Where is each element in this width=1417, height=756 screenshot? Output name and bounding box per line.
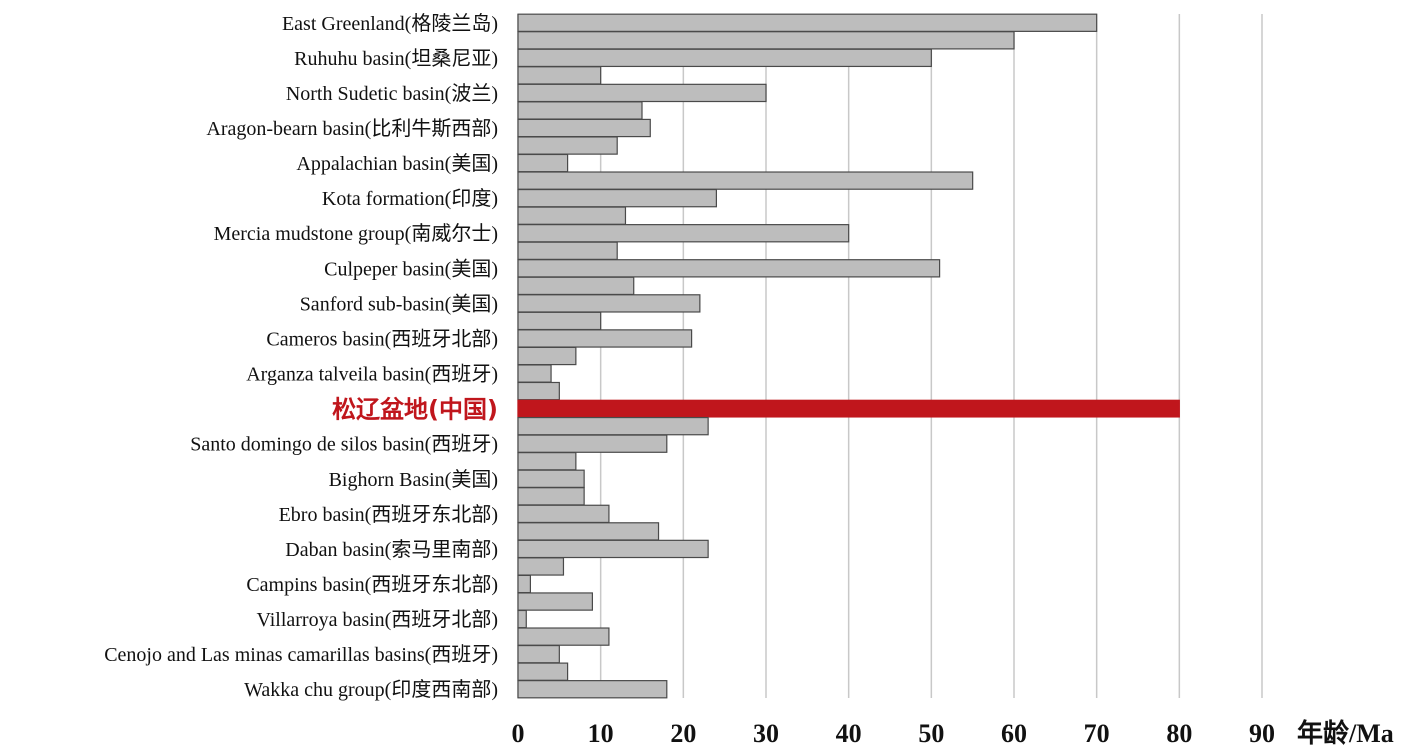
category-label: Cameros basin(西班牙北部) bbox=[266, 327, 498, 350]
category-label-highlight: 松辽盆地(中国) bbox=[332, 396, 498, 424]
x-tick-label: 40 bbox=[836, 719, 862, 748]
bar bbox=[517, 83, 767, 103]
x-tick-label: 60 bbox=[1001, 719, 1027, 748]
bar bbox=[517, 101, 643, 120]
x-tick-label: 80 bbox=[1166, 719, 1192, 748]
bar bbox=[517, 276, 635, 296]
category-label: Cenojo and Las minas camarillas basins(西… bbox=[104, 643, 498, 666]
bar bbox=[517, 522, 660, 541]
bar bbox=[517, 259, 941, 278]
category-label: Ruhuhu basin(坦桑尼亚) bbox=[294, 47, 498, 70]
category-label: Bighorn Basin(美国) bbox=[329, 468, 498, 491]
bar bbox=[517, 136, 618, 155]
bar bbox=[517, 224, 850, 243]
bar bbox=[517, 241, 618, 260]
x-tick-label: 10 bbox=[588, 719, 614, 748]
bar bbox=[517, 381, 560, 401]
bar-highlight bbox=[517, 399, 1180, 418]
category-label: Santo domingo de silos basin(西班牙) bbox=[190, 433, 498, 456]
bar bbox=[517, 504, 610, 524]
category-label: East Greenland(格陵兰岛) bbox=[282, 12, 498, 35]
bar bbox=[517, 188, 717, 208]
category-label: Kota formation(印度) bbox=[322, 187, 498, 210]
category-label: Wakka chu group(印度西南部) bbox=[244, 678, 498, 701]
bar bbox=[517, 434, 668, 453]
bar bbox=[517, 294, 701, 313]
x-tick-label: 50 bbox=[918, 719, 944, 748]
bar bbox=[517, 311, 602, 331]
bar bbox=[517, 66, 602, 85]
bar bbox=[517, 346, 577, 366]
category-label: Villarroya basin(西班牙北部) bbox=[256, 608, 498, 631]
category-label: Culpeper basin(美国) bbox=[324, 257, 498, 280]
bar bbox=[517, 329, 693, 348]
bar bbox=[517, 592, 594, 611]
bar bbox=[517, 539, 709, 559]
category-label: Appalachian basin(美国) bbox=[296, 152, 498, 175]
x-tick-label: 90 bbox=[1249, 719, 1275, 748]
category-label: Daban basin(索马里南部) bbox=[285, 538, 498, 561]
category-label: Arganza talveila basin(西班牙) bbox=[246, 363, 498, 386]
category-label: Mercia mudstone group(南威尔士) bbox=[214, 222, 498, 245]
bar bbox=[517, 171, 974, 190]
bar bbox=[517, 644, 560, 664]
bar bbox=[517, 609, 527, 629]
bar bbox=[517, 364, 552, 383]
x-tick-label: 30 bbox=[753, 719, 779, 748]
bar bbox=[517, 662, 569, 681]
category-label: Ebro basin(西班牙东北部) bbox=[279, 503, 498, 526]
bar bbox=[517, 452, 577, 471]
bar bbox=[517, 487, 585, 506]
category-label: Aragon-bearn basin(比利牛斯西部) bbox=[206, 117, 498, 140]
x-axis-title: 年龄/Ma bbox=[1297, 718, 1394, 748]
bar bbox=[517, 469, 585, 488]
bar bbox=[517, 31, 1015, 50]
bar bbox=[517, 416, 709, 436]
bar bbox=[517, 153, 569, 173]
category-labels: East Greenland(格陵兰岛) Ruhuhu basin(坦桑尼亚) No… bbox=[104, 12, 498, 701]
category-label: North Sudetic basin(波兰) bbox=[286, 82, 498, 105]
bar bbox=[517, 557, 565, 576]
bar bbox=[517, 13, 1098, 32]
x-tick-label: 0 bbox=[512, 719, 525, 748]
x-tick-label: 70 bbox=[1084, 719, 1110, 748]
bar bbox=[517, 574, 531, 594]
bar bbox=[517, 627, 610, 646]
bar bbox=[517, 206, 627, 225]
x-tick-label: 20 bbox=[670, 719, 696, 748]
bars bbox=[517, 13, 1180, 699]
bar bbox=[517, 118, 651, 138]
x-tick-labels: 0 10 20 30 40 50 60 70 80 90 bbox=[512, 719, 1276, 748]
category-label: Campins basin(西班牙东北部) bbox=[246, 573, 498, 596]
category-label: Sanford sub-basin(美国) bbox=[300, 292, 498, 315]
bar bbox=[517, 48, 932, 68]
bar bbox=[517, 680, 668, 699]
